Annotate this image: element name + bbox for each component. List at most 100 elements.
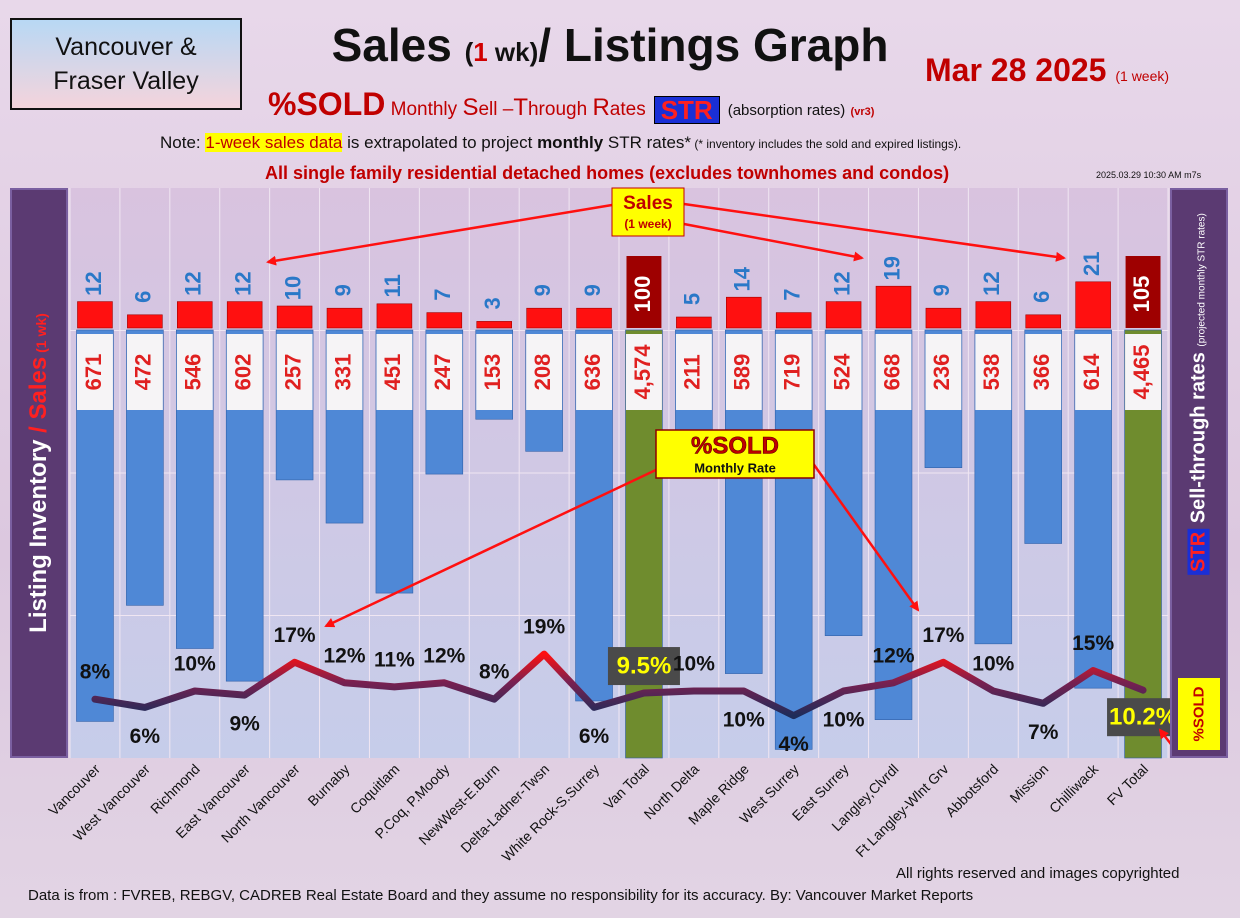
sales-callout-arrow <box>266 203 613 266</box>
sales-value-label: 5 <box>680 293 705 305</box>
right-axis-panel: STR Sell-through rates (projected monthl… <box>1170 188 1228 758</box>
subtitle-version: (vr3) <box>850 106 875 118</box>
str-total-label: 9.5% <box>617 652 672 679</box>
inventory-value-label: 538 <box>979 354 1004 391</box>
x-tick-label: FV Total <box>1104 761 1151 808</box>
str-value-label: 7% <box>1028 721 1059 744</box>
str-line <box>91 650 1147 720</box>
sales-bar-total <box>1125 256 1161 328</box>
region-box: Vancouver & Fraser Valley <box>10 18 242 110</box>
inventory-label-box <box>675 334 712 410</box>
str-value-label: 12% <box>423 644 465 667</box>
right-axis-small: (projected monthly STR rates) <box>1196 212 1208 347</box>
sales-value-label: 12 <box>81 271 106 295</box>
inventory-value-label: 472 <box>131 354 156 391</box>
str-value-label: 10% <box>723 709 765 732</box>
sold-callout-arrow <box>324 466 661 628</box>
sold-callout-box <box>655 429 815 479</box>
str-value-label: 4% <box>779 733 810 756</box>
inventory-value-label: 366 <box>1029 354 1054 391</box>
str-value-label: 10% <box>823 709 865 732</box>
note-prefix: Note: <box>160 133 206 152</box>
subtitle-absorption: (absorption rates) <box>727 102 846 119</box>
subtitle-text-3: hrough <box>527 99 593 120</box>
sales-bar <box>576 307 612 329</box>
report-date-value: Mar 28 2025 <box>925 52 1107 88</box>
inventory-label-box <box>476 334 513 410</box>
x-tick-label: Burnaby <box>304 761 352 809</box>
title-part-listings: / Listings Graph <box>538 19 889 71</box>
page-title: Sales (1 wk)/ Listings Graph <box>250 18 970 72</box>
sales-bar <box>226 301 263 329</box>
str-total-box <box>607 647 680 686</box>
sales-bar <box>1075 281 1111 329</box>
sales-bar <box>1025 314 1061 329</box>
sales-value-label: 6 <box>1029 291 1054 303</box>
sales-value-label: 12 <box>829 271 854 295</box>
inventory-label-box <box>376 334 413 410</box>
x-tick-label: Van Total <box>600 761 652 813</box>
sales-value-label: 105 <box>1129 276 1154 313</box>
subtitle-cap-r: R <box>592 94 610 121</box>
inventory-value-label: 4,574 <box>630 344 655 400</box>
inventory-label-box <box>226 334 263 410</box>
inventory-value-label: 668 <box>879 354 904 391</box>
sales-value-label: 6 <box>131 291 156 303</box>
report-date: Mar 28 2025 (1 week) <box>925 52 1169 89</box>
note-highlight: 1-week sales data <box>205 133 343 152</box>
sales-value-label: 21 <box>1079 252 1104 276</box>
inventory-label-box <box>825 334 862 410</box>
scope-line: All single family residential detached h… <box>265 163 950 183</box>
str-value-label: 17% <box>922 624 964 647</box>
inventory-label-box <box>1025 334 1062 410</box>
sales-value-label: 9 <box>929 284 954 296</box>
sales-bar <box>526 307 562 329</box>
sales-bar <box>376 303 413 329</box>
source-note: Data is from : FVREB, REBGV, CADREB Real… <box>28 887 974 904</box>
str-value-label: 11% <box>374 648 415 671</box>
title-paren-open: ( <box>464 37 474 67</box>
sales-value-label: 7 <box>779 288 804 300</box>
inventory-value-label: 589 <box>730 354 755 391</box>
sales-bar-total <box>626 256 662 328</box>
str-value-label: 8% <box>479 661 510 684</box>
sales-bar <box>726 296 762 329</box>
sales-value-label: 9 <box>580 284 605 296</box>
inventory-label-box <box>326 334 363 410</box>
inventory-label-box <box>426 334 463 410</box>
inventory-value-label: 257 <box>280 354 305 391</box>
sales-callout-arrow <box>683 202 1066 262</box>
x-tick-label: Chilliwack <box>1046 760 1102 816</box>
sales-value-label: 9 <box>330 284 355 296</box>
inventory-label-box <box>975 334 1012 410</box>
region-line-1: Vancouver & <box>55 33 197 61</box>
inventory-label-box <box>576 334 613 410</box>
title-part-sales: Sales <box>331 19 465 71</box>
right-axis-label: STR Sell-through rates (projected monthl… <box>1187 212 1211 575</box>
sales-value-label: 7 <box>430 288 455 300</box>
inventory-label-box <box>276 334 313 410</box>
title-week-unit: wk) <box>487 37 539 67</box>
inventory-label-box <box>126 334 163 410</box>
sales-bar <box>127 314 163 329</box>
sales-callout-arrow <box>683 222 864 262</box>
sales-callout-subtitle: (1 week) <box>624 217 671 231</box>
x-tick-label: Mission <box>1006 761 1051 806</box>
inventory-value-label: 524 <box>829 353 854 390</box>
str-value-label: 9% <box>230 713 261 736</box>
copyright-note: All rights reserved and images copyright… <box>896 865 1180 882</box>
x-tick-label: Ft Langley-Wlnt Grv <box>852 761 951 860</box>
sold-callout-subtitle: Monthly Rate <box>694 460 776 475</box>
sales-bar <box>975 301 1012 329</box>
sales-bar <box>276 305 313 329</box>
inventory-value-label: 153 <box>480 354 505 391</box>
str-value-label: 17% <box>274 624 316 647</box>
region-line-2: Fraser Valley <box>53 67 199 95</box>
str-value-label: 6% <box>579 725 610 748</box>
left-axis-text: Listing Inventory <box>25 432 52 633</box>
inventory-label-box <box>725 334 762 410</box>
inventory-label-box <box>526 334 563 410</box>
subtitle-text-1: Monthly <box>385 99 463 120</box>
inventory-value-label: 211 <box>680 354 705 390</box>
